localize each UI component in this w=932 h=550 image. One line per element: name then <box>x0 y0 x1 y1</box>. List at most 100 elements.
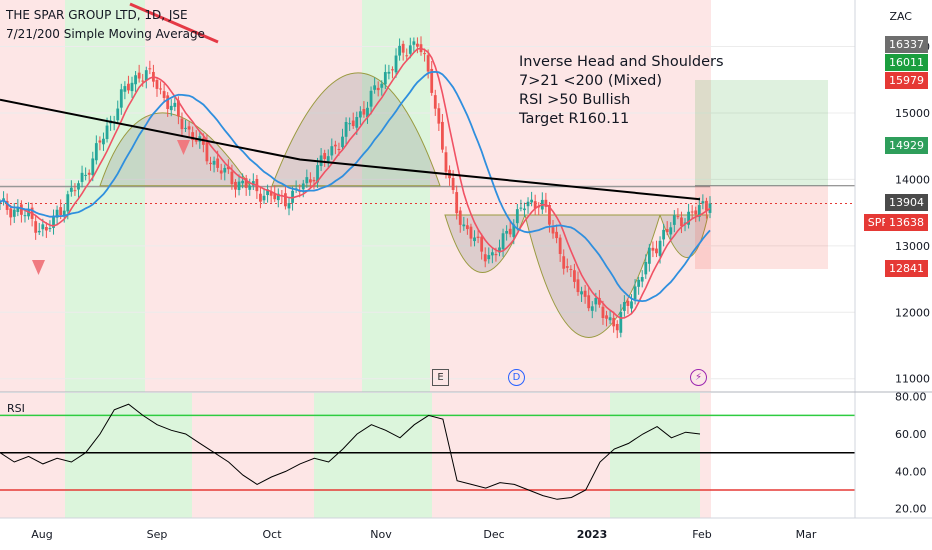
candle-body <box>116 108 120 121</box>
candle-body <box>351 120 355 127</box>
candle-body <box>123 86 127 92</box>
candle-body <box>191 132 195 141</box>
candle-body <box>309 179 312 183</box>
candle-body <box>48 228 52 230</box>
candle-body <box>355 117 359 128</box>
candle-body <box>619 311 623 333</box>
candle-body <box>369 90 373 107</box>
candle-body <box>508 228 512 235</box>
candle-body <box>551 227 555 234</box>
candle-body <box>676 216 680 218</box>
candle-body <box>301 183 305 190</box>
candle-body <box>248 185 252 190</box>
candle-body <box>697 205 701 217</box>
candle-body <box>651 247 655 251</box>
candle-body <box>626 300 630 306</box>
candle-body <box>469 226 473 239</box>
candle-body <box>558 237 562 254</box>
candle-body <box>180 118 184 130</box>
x-tick-label: Mar <box>796 528 817 541</box>
candle-body <box>9 208 13 218</box>
candle-body <box>119 89 123 108</box>
grid <box>0 46 855 380</box>
candle-body <box>687 211 690 225</box>
downtrend-line <box>129 2 219 44</box>
candle-body <box>262 195 266 201</box>
candle-body <box>498 247 501 253</box>
candle-body <box>441 121 444 150</box>
candle-body <box>615 323 619 331</box>
candle-body <box>683 222 687 224</box>
rsi-tick-label: 60.00 <box>895 428 927 441</box>
candle-body <box>408 45 412 54</box>
annotation-line-4: Target R160.11 <box>519 111 630 127</box>
candle-body <box>237 181 241 191</box>
candle-body <box>16 206 20 212</box>
candle-body <box>519 207 523 209</box>
candle-body <box>647 247 651 264</box>
candle-body <box>476 236 480 238</box>
rsi-title: RSI <box>7 402 25 415</box>
candle-body <box>91 158 95 176</box>
candle-body <box>701 201 705 204</box>
candle-body <box>62 210 66 217</box>
candle-body <box>273 193 277 200</box>
candle-body <box>134 75 137 85</box>
x-tick-label: Sep <box>147 528 168 541</box>
split-event-icon[interactable]: ⚡ <box>690 369 707 386</box>
candle-body <box>544 199 548 207</box>
inverse-head-shape <box>524 214 661 338</box>
candle-body <box>583 290 587 297</box>
candle-body <box>230 171 234 185</box>
dividend-event-icon[interactable]: D <box>508 369 525 386</box>
currency-label: ZAC <box>889 10 912 23</box>
candle-body <box>148 68 152 70</box>
x-tick-label: Feb <box>692 528 711 541</box>
candle-body <box>494 254 498 256</box>
candle-body <box>5 200 9 210</box>
candle-body <box>37 230 41 233</box>
price-label-16011: 16011 <box>885 54 928 71</box>
candle-body <box>205 142 209 162</box>
green-zone-2 <box>392 0 430 392</box>
rsi-green-zone-2 <box>610 393 700 518</box>
candle-body <box>380 83 384 88</box>
candle-body <box>358 111 362 118</box>
candle-body <box>305 177 309 184</box>
price-label-13904: 13904 <box>885 194 928 211</box>
candle-body <box>637 279 641 287</box>
candle-body <box>216 158 220 168</box>
candle-body <box>669 227 673 235</box>
candle-body <box>173 102 177 107</box>
candle-body <box>187 126 191 130</box>
indicator-title: 7/21/200 Simple Moving Average <box>6 27 205 41</box>
candle-body <box>430 68 434 93</box>
candle-body <box>426 55 430 72</box>
candle-body <box>694 210 698 215</box>
candle-body <box>323 152 327 159</box>
candle-body <box>483 254 487 262</box>
candle-body <box>80 172 84 182</box>
neckline <box>0 185 710 188</box>
candle-body <box>162 91 166 98</box>
candle-body <box>405 55 409 57</box>
earnings-event-icon[interactable]: E <box>432 369 449 386</box>
candle-body <box>526 201 530 207</box>
candle-body <box>105 125 109 140</box>
candle-body <box>348 123 352 125</box>
candle-body <box>55 209 59 218</box>
ma7-line <box>0 47 711 320</box>
candle-body <box>555 231 558 239</box>
rsi-line <box>0 403 701 500</box>
candle-body <box>159 88 162 90</box>
candle-body <box>269 191 273 196</box>
ma200-line <box>0 98 701 201</box>
candle-body <box>44 226 48 231</box>
rsi-tick-label: 40.00 <box>895 465 927 478</box>
candle-body <box>455 192 459 214</box>
candle-body <box>665 229 669 233</box>
candle-body <box>490 252 494 256</box>
candle-body <box>287 203 291 209</box>
candle-body <box>366 107 369 118</box>
